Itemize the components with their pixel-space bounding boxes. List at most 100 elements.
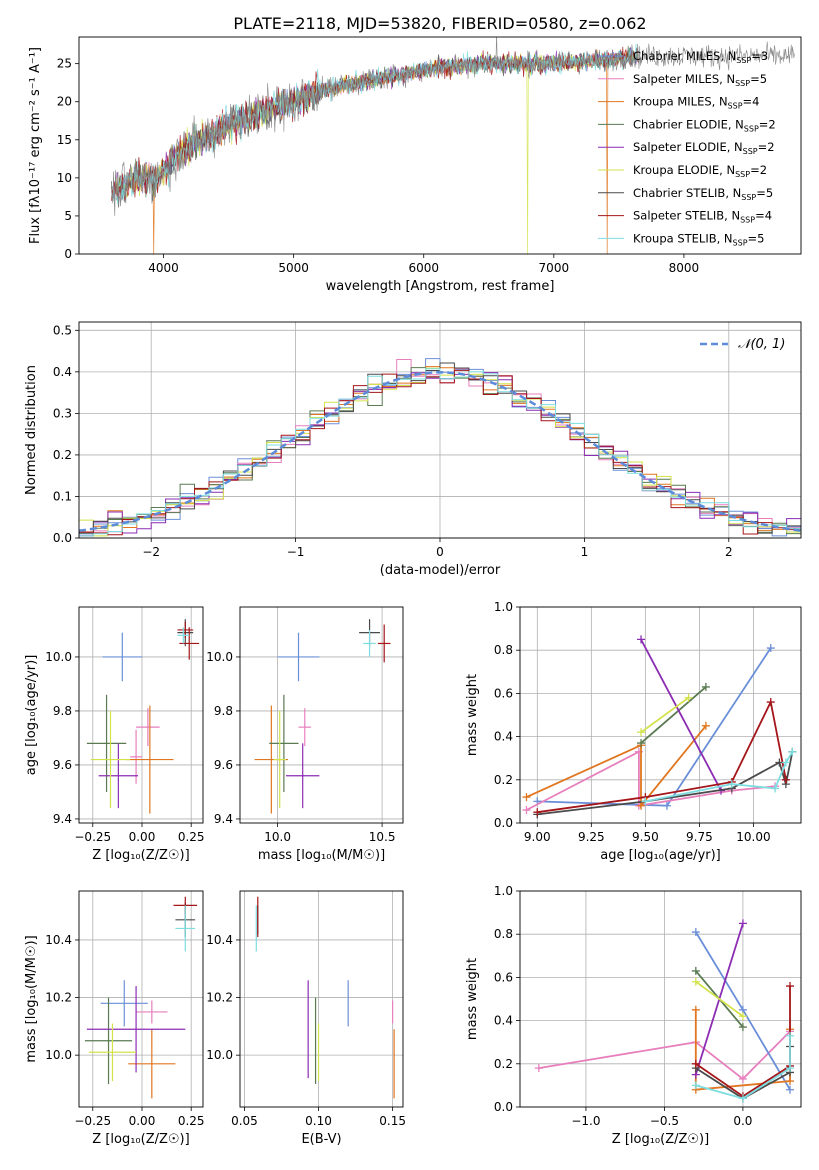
legend-count: =2 [750,163,767,177]
panel-age_vs_mass: 10.0 10.5 9.4 9.6 9.8 10.0 mass [log₁₀(M/M☉)] [206,606,404,863]
legend-subscript: SSP [743,147,758,156]
legend-count: =5 [748,231,765,245]
x-axis-label: (data-model)/error [380,563,501,578]
y-tick-label: 10.2 [206,991,233,1005]
legend-label: Salpeter MILES, NSSP=5 [633,72,767,88]
point-marker [781,775,790,784]
point-marker [637,635,646,644]
axes-frame [239,606,404,824]
point-marker [786,1031,795,1040]
x-tick-label: 0 [436,545,444,559]
legend-label: Kroupa ELODIE, NSSP=2 [633,163,767,179]
histogram-kroupa-stelib [79,368,801,537]
point-marker [786,1077,795,1086]
y-tick-label: 9.4 [214,812,233,826]
x-tick-label: 0.00 [129,830,156,844]
x-axis-label: E(B-V) [301,1132,341,1147]
weight-line-chabrier-stelib [537,751,794,816]
legend-label: Salpeter STELIB, NSSP=4 [633,209,772,225]
x-tick-label: 0.15 [379,1114,406,1128]
panel-mass_vs_ebv: 0.05 0.10 0.15 10.0 10.2 10.4 E(B-V) [206,890,406,1147]
weight-line-kroupa-elodie [640,696,690,734]
point-marker [738,1012,747,1021]
spectrum-data-line [111,37,795,216]
x-tick-label: −0.25 [74,830,111,844]
weight-line-salpeter-miles [538,1030,791,1081]
x-tick-label: 5000 [278,261,309,275]
point-marker [691,1081,700,1090]
y-tick-label: 0.0 [494,816,513,830]
y-tick-label: 0.0 [53,531,72,545]
x-tick-label: 10.0 [264,830,291,844]
legend-label: Kroupa MILES, NSSP=4 [633,95,759,111]
y-tick-label: 0 [64,247,72,261]
point-marker [738,1074,747,1083]
x-axis-label: Z [log₁₀(Z/Z☉)] [92,1132,189,1147]
x-tick-label: 0.10 [305,1114,332,1128]
y-tick-label: 10.4 [45,933,72,947]
y-tick-label: 0.6 [494,686,513,700]
panel-residuals: −2 −1 0 1 2 0.0 0.1 0.2 0.3 0.4 0.5 (data-model)/er… [24,321,802,578]
point-marker [691,1005,700,1014]
point-marker [738,919,747,928]
y-tick-label: 10.4 [206,933,233,947]
y-tick-label: 20 [57,95,72,109]
y-tick-label: 0.1 [53,489,72,503]
x-tick-label: 7000 [539,261,570,275]
x-tick-label: 8000 [669,261,700,275]
y-tick-label: 10.0 [206,650,233,664]
plot-area [84,896,198,1099]
legend-count: =5 [756,186,773,200]
point-marker [738,1023,747,1032]
point-marker [641,797,650,806]
x-axis-label: wavelength [Angstrom, rest frame] [326,279,555,294]
point-marker [727,780,736,789]
x-tick-label: 9.75 [686,830,713,844]
x-tick-label: 9.50 [632,830,659,844]
x-tick-label: 6000 [408,261,439,275]
plot-area [86,619,200,814]
point-marker [637,728,646,737]
panel-weight_vs_age: 9.00 9.25 9.50 9.75 10.00 0.0 0.2 0.4 0.6 0.8 1.0 a… [465,600,802,863]
legend-label: Chabrier ELODIE, NSSP=2 [633,117,776,133]
x-tick-label: 1 [581,545,589,559]
plot-area [79,358,801,537]
y-tick-label: 9.6 [53,758,72,772]
x-tick-label: 10.00 [736,830,770,844]
y-tick-label: 10.0 [206,1048,233,1062]
plot-area [255,896,395,1099]
legend-subscript: SSP [733,238,748,247]
point-marker [788,747,797,756]
y-tick-label: 10.0 [45,650,72,664]
point-marker [533,808,542,817]
y-tick-label: 0.4 [53,365,72,379]
weight-line-kroupa-miles [526,725,707,809]
y-tick-label: 9.8 [53,704,72,718]
histogram-salpeter-stelib [79,369,801,536]
point-marker [766,698,775,707]
point-marker [637,739,646,748]
y-tick-label: 0.8 [494,927,513,941]
point-marker [786,1064,795,1073]
y-tick-label: 1.0 [494,600,513,614]
plot-area [111,37,795,254]
y-axis-label: mass weight [465,958,480,1040]
spectrum-line-kroupa-stelib [111,43,639,204]
y-axis-label: mass [log₁₀(M/M☉)] [24,935,39,1062]
axes-frame [78,890,204,1108]
y-axis-label: age [log₁₀(age/yr)] [24,655,39,776]
point-marker [771,784,780,793]
y-tick-label: 1.0 [494,884,513,898]
legend-label: 𝒩(0, 1) [738,337,785,352]
legend-count: =2 [758,140,775,154]
legend-subscript: SSP [744,124,759,133]
legend-subscript: SSP [735,79,750,88]
y-axis-label: mass weight [465,674,480,756]
axes-frame [239,890,404,1108]
y-tick-label: 9.4 [53,812,72,826]
x-axis-label: age [log₁₀(age/yr)] [600,848,721,863]
point-marker [522,793,531,802]
point-marker [691,966,700,975]
x-tick-label: 4000 [148,261,179,275]
